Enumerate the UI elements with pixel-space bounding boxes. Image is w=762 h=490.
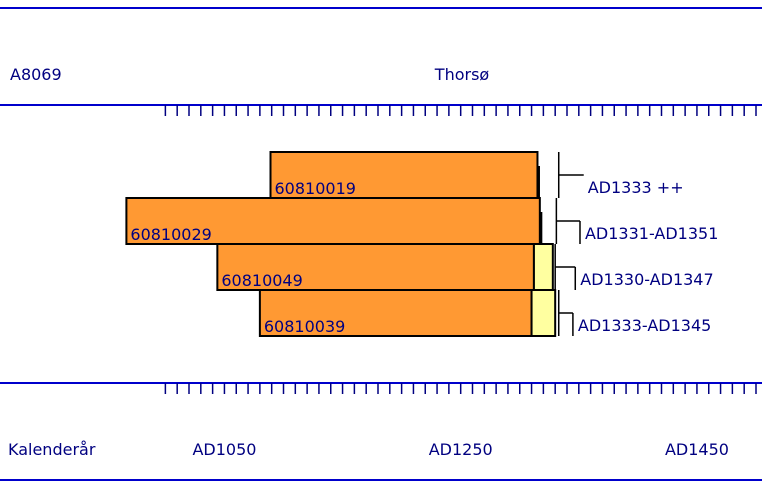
sapwood-bar — [532, 243, 554, 291]
sample-name: 60810039 — [264, 317, 345, 336]
felling-label: AD1333 ++ — [588, 178, 684, 197]
sample-name: 60810049 — [221, 271, 302, 290]
x-tick-label: AD1050 — [192, 440, 256, 459]
sample-name: 60810029 — [130, 225, 211, 244]
site-code: A8069 — [10, 65, 62, 84]
heartwood-bar — [125, 197, 541, 245]
sapwood-bar — [530, 289, 557, 337]
site-name: Thorsø — [434, 65, 490, 84]
x-tick-label: AD1450 — [665, 440, 729, 459]
felling-label: AD1331-AD1351 — [585, 224, 718, 243]
felling-label: AD1330-AD1347 — [580, 270, 713, 289]
heartwood-bar — [216, 243, 535, 291]
sample-name: 60810019 — [275, 179, 356, 198]
x-tick-label: AD1250 — [429, 440, 493, 459]
axis-label: Kalenderår — [8, 440, 96, 459]
felling-label: AD1333-AD1345 — [578, 316, 711, 335]
